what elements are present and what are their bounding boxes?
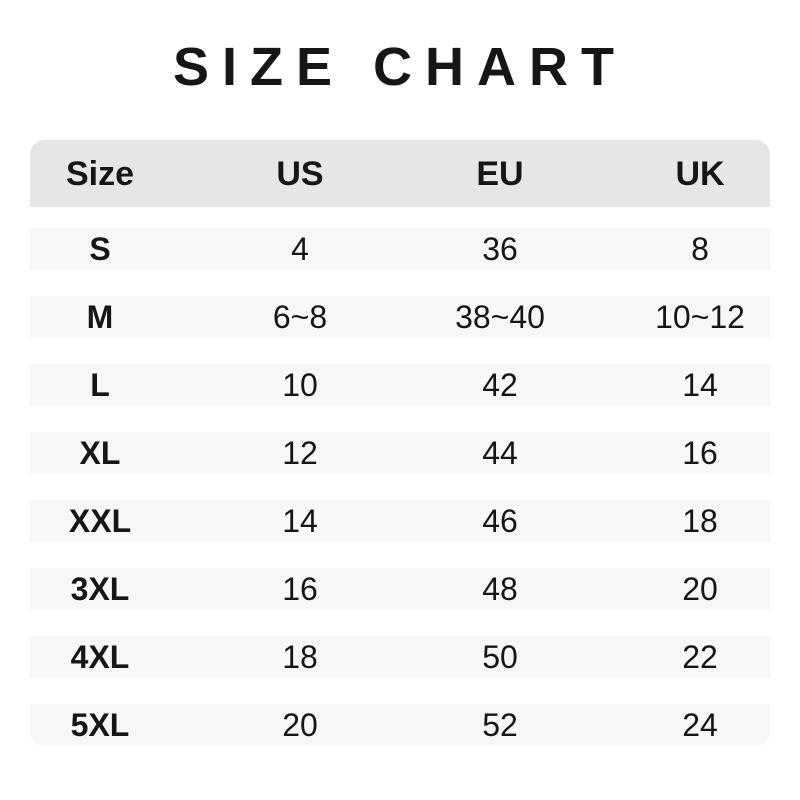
size-label: M — [86, 299, 114, 335]
uk-value: 24 — [682, 707, 718, 743]
size-label: 5XL — [70, 707, 130, 743]
us-value: 14 — [282, 503, 318, 539]
us-value: 20 — [282, 707, 318, 743]
column-header-us: US — [276, 154, 324, 193]
size-label: XL — [79, 435, 121, 471]
table-row-l: L 10 42 14 — [0, 364, 800, 406]
eu-value: 42 — [482, 367, 518, 403]
uk-value: 8 — [691, 231, 709, 267]
table-row-4xl: 4XL 18 50 22 — [0, 636, 800, 678]
size-label: 4XL — [70, 639, 130, 675]
us-value: 4 — [291, 231, 309, 267]
eu-value: 38~40 — [455, 299, 545, 335]
table-header-row: Size US EU UK — [0, 140, 800, 207]
us-value: 10 — [282, 367, 318, 403]
uk-value: 10~12 — [655, 299, 745, 335]
eu-value: 50 — [482, 639, 518, 675]
us-value: 18 — [282, 639, 318, 675]
column-header-uk: UK — [675, 154, 725, 193]
column-header-size: Size — [65, 154, 135, 193]
size-label: L — [90, 367, 110, 403]
size-label: XXL — [68, 503, 132, 539]
eu-value: 46 — [482, 503, 518, 539]
eu-value: 44 — [482, 435, 518, 471]
eu-value: 52 — [482, 707, 518, 743]
page-title: SIZE CHART — [173, 37, 627, 97]
uk-value: 20 — [682, 571, 718, 607]
uk-value: 22 — [682, 639, 718, 675]
uk-value: 14 — [682, 367, 718, 403]
uk-value: 16 — [682, 435, 718, 471]
us-value: 16 — [282, 571, 318, 607]
eu-value: 48 — [482, 571, 518, 607]
us-value: 12 — [282, 435, 318, 471]
table-row-xxl: XXL 14 46 18 — [0, 500, 800, 542]
table-row-s: S 4 36 8 — [0, 228, 800, 270]
eu-value: 36 — [482, 231, 518, 267]
size-label: 3XL — [70, 571, 130, 607]
us-value: 6~8 — [272, 299, 328, 335]
size-table: Size US EU UK S 4 36 8 M 6~8 38~40 10~12… — [0, 140, 800, 746]
column-header-eu: EU — [476, 154, 524, 193]
table-row-m: M 6~8 38~40 10~12 — [0, 296, 800, 338]
uk-value: 18 — [682, 503, 718, 539]
size-label: S — [89, 231, 111, 267]
table-row-5xl: 5XL 20 52 24 — [0, 704, 800, 746]
table-row-xl: XL 12 44 16 — [0, 432, 800, 474]
table-row-3xl: 3XL 16 48 20 — [0, 568, 800, 610]
